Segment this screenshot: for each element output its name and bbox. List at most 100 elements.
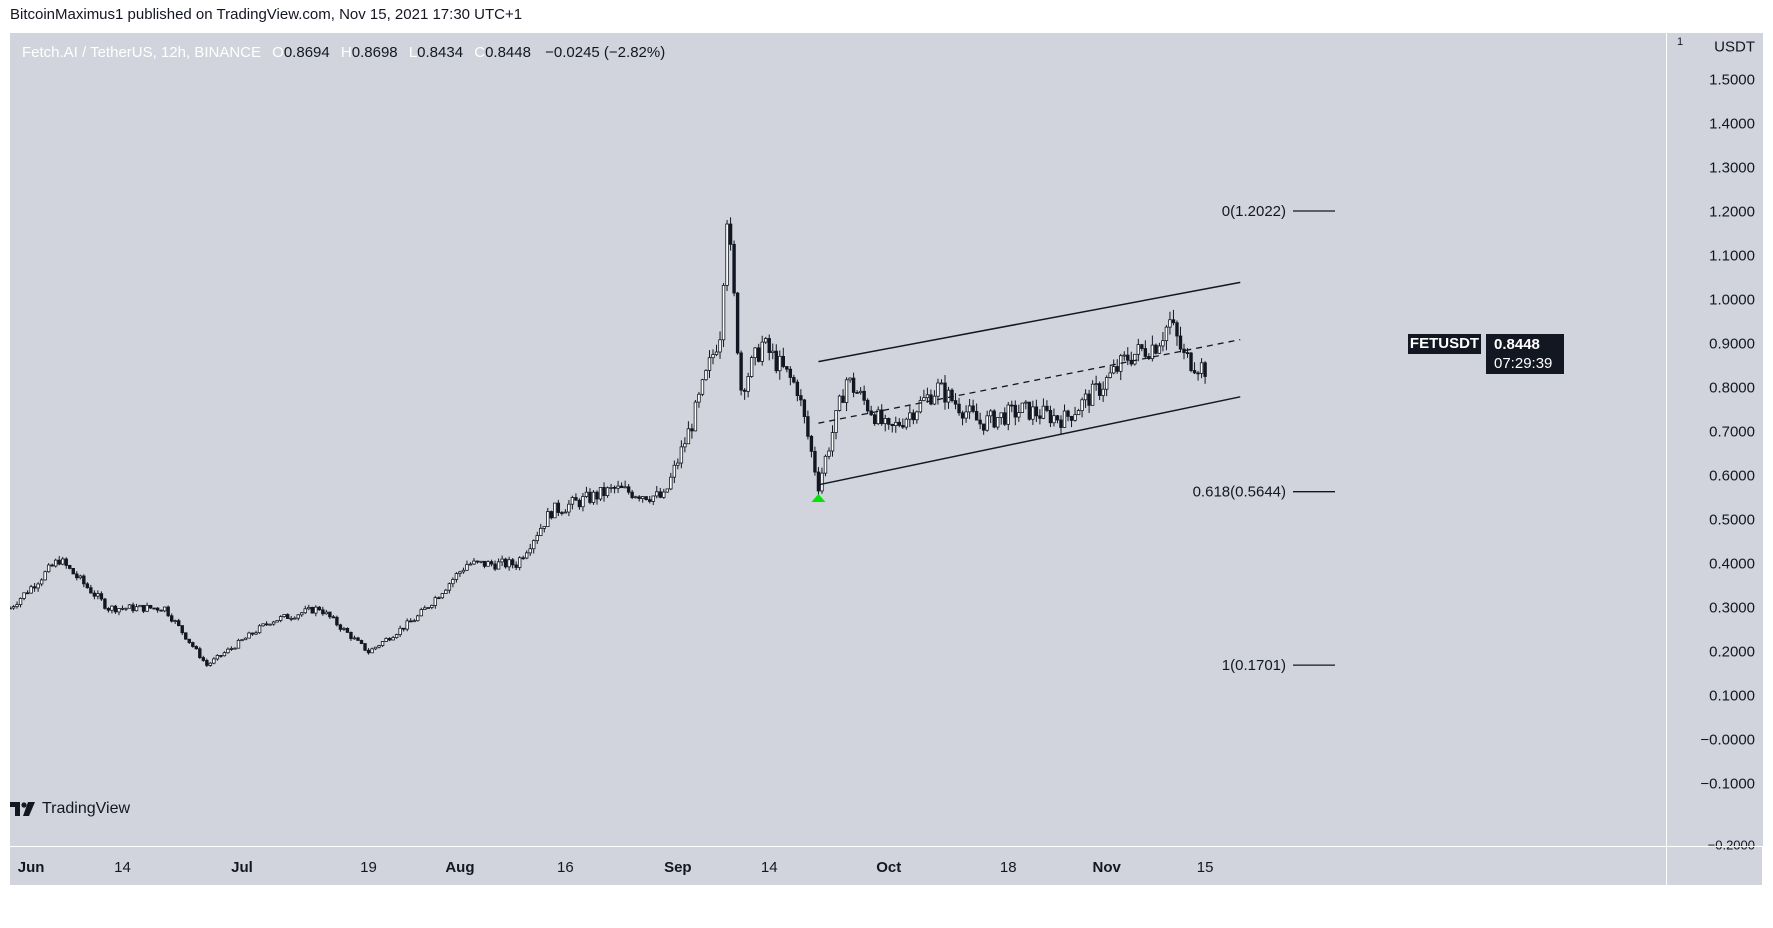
candle-body [310, 606, 314, 614]
candle-body [1031, 406, 1035, 420]
candle-body [908, 412, 912, 420]
candle-body [482, 560, 487, 567]
candle-body [493, 563, 497, 570]
candle-body [229, 647, 234, 650]
candle-body [633, 496, 638, 499]
candle-body [690, 428, 694, 432]
price-axis-partial-top: 1 [1677, 36, 1684, 48]
candle-body [595, 491, 599, 500]
symbol-badge: FETUSDT [1408, 334, 1481, 354]
candle-body [1066, 410, 1070, 417]
candle-body [461, 569, 466, 573]
candle-body [324, 611, 329, 615]
candle-body [609, 486, 613, 489]
candle-body [233, 647, 237, 650]
change-value: −0.0245 (−2.82%) [545, 44, 666, 61]
candle-body [380, 641, 385, 646]
candle-body [574, 497, 578, 501]
candle-body [1080, 399, 1084, 411]
candle-body [212, 658, 216, 664]
candle-body [1104, 377, 1109, 390]
candle-body [960, 412, 965, 419]
chart-area[interactable]: 0(1.2022) 0.618(0.5644) 1(0.1701) Fetch.AI… [10, 33, 1763, 886]
candle-body [563, 511, 568, 514]
price-chart[interactable]: 0(1.2022) 0.618(0.5644) 1(0.1701) [10, 33, 1665, 846]
candle-body [433, 597, 438, 606]
candle-body [10, 607, 12, 610]
candle-body [844, 379, 849, 403]
candle-body [82, 575, 86, 585]
candle-body [693, 401, 698, 432]
candle-body [486, 561, 490, 567]
footer-brand-text: TradingView [42, 800, 131, 817]
candle-body [672, 464, 677, 478]
fib-level-label: 0.618(0.5644) [1193, 484, 1286, 501]
candle-body [198, 648, 202, 658]
candle-body [567, 503, 571, 513]
price-tick: 0.9000 [1709, 335, 1755, 353]
candle-body [430, 604, 434, 608]
candle-body [387, 638, 392, 641]
candle-body [120, 607, 125, 610]
candle-body [134, 606, 139, 612]
candle-body [918, 400, 923, 413]
candle-body [1168, 319, 1172, 328]
candle-body [539, 527, 543, 536]
candle-body [169, 615, 174, 622]
low-value: 0.8434 [417, 44, 464, 61]
candle-body [1059, 419, 1063, 428]
candle-body [630, 491, 634, 498]
price-tick: 0.8000 [1709, 379, 1755, 397]
candle-body [1027, 401, 1032, 420]
candle-body [412, 620, 416, 623]
plot-pane[interactable]: 0(1.2022) 0.618(0.5644) 1(0.1701) Fetch.AI… [10, 33, 1665, 846]
candle-body [458, 571, 462, 575]
time-tick: Jul [231, 859, 253, 876]
candle-body [974, 410, 979, 421]
candle-body [591, 491, 596, 503]
candle-body [184, 632, 188, 640]
price-axis[interactable]: 1 USDT −0.2000 1.5000 1.4000 1.3000 1.2000 1… [1666, 33, 1763, 853]
candle-body [827, 450, 831, 457]
candle-body [15, 604, 19, 608]
fib-level-label: 1(0.1701) [1222, 657, 1286, 674]
candle-body [676, 462, 680, 466]
candle-body [401, 627, 406, 630]
candle-body [588, 491, 592, 503]
candle-body [124, 607, 128, 610]
tradingview-footer[interactable]: TradingView [10, 800, 130, 818]
candle-body [700, 379, 705, 395]
candle-body [560, 512, 564, 514]
time-axis[interactable]: Jun 14 Jul 19 Aug 16 Sep 14 Oct 18 Nov 15 [10, 846, 1762, 886]
candle-body [1087, 393, 1091, 406]
candle-body [18, 597, 23, 605]
candle-body [377, 645, 381, 648]
candle-body [619, 485, 624, 489]
candle-body [946, 389, 951, 403]
candle-body [1069, 415, 1074, 421]
candle-body [1192, 370, 1197, 374]
candle-body [1010, 404, 1014, 407]
candle-body [472, 560, 476, 565]
candle-body [39, 579, 44, 585]
candle-body [300, 612, 304, 616]
candle-body [11, 606, 16, 609]
price-tick: 1.1000 [1709, 247, 1755, 265]
candle-body [1052, 415, 1056, 424]
candle-body [1112, 366, 1116, 374]
candle-body [732, 243, 736, 294]
candle-body [1006, 404, 1010, 425]
candle-body [317, 606, 322, 611]
candle-body [806, 416, 810, 437]
candle-body [208, 662, 213, 666]
candle-body [658, 491, 662, 498]
candle-body [869, 410, 873, 416]
price-tick: 0.5000 [1709, 511, 1755, 529]
candle-body [254, 632, 258, 635]
axis-corner-separator [1666, 847, 1667, 886]
candle-body [823, 455, 828, 474]
candle-body [697, 393, 701, 403]
candle-body [89, 587, 93, 594]
candle-body [764, 338, 768, 343]
candle-body [1017, 412, 1021, 418]
